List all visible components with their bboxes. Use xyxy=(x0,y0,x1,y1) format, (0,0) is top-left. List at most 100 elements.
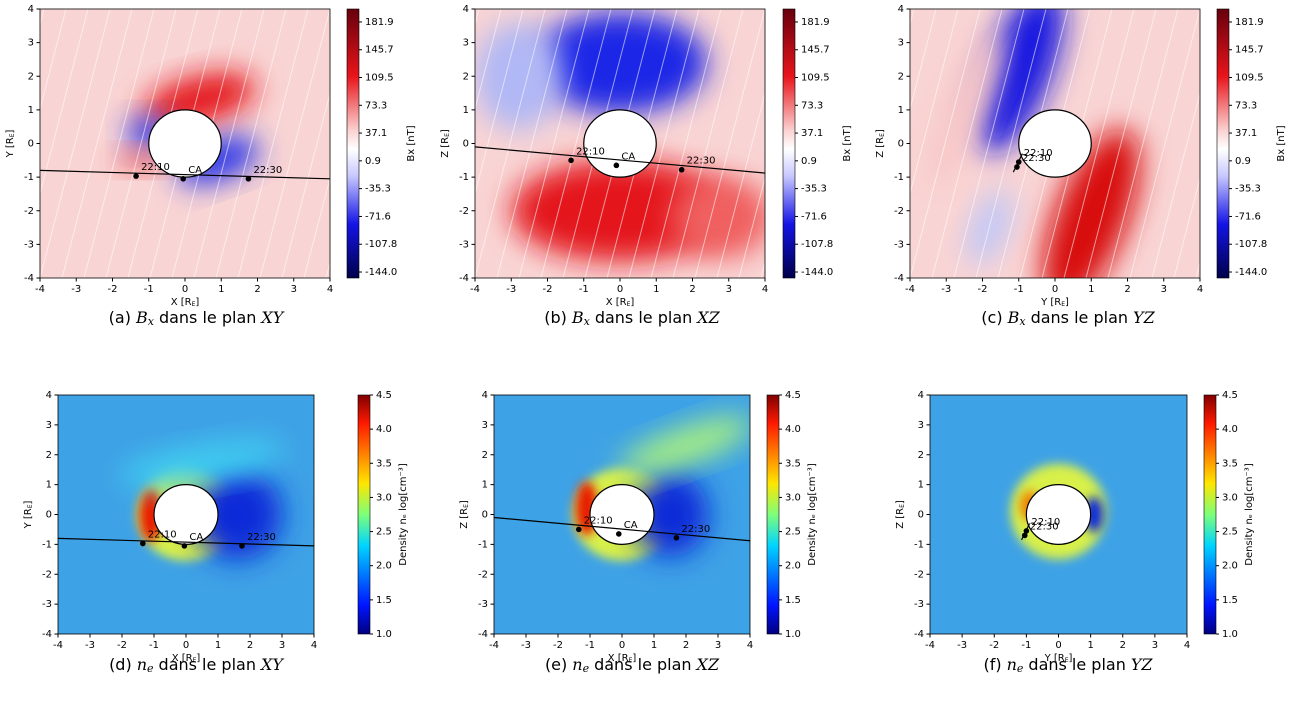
y-tick-label: 1 xyxy=(482,480,488,491)
colorbar-tick-label: 1.5 xyxy=(785,595,801,606)
x-tick-label: -3 xyxy=(521,640,531,651)
colorbar-tick-label: -107.8 xyxy=(365,239,397,250)
caption-text: dans le plan xyxy=(159,655,256,674)
trajectory-line xyxy=(475,146,765,174)
axis-label-sub: E xyxy=(27,504,34,508)
trajectory-label: CA xyxy=(188,165,202,176)
colorbar-tick-label: 109.5 xyxy=(1235,73,1264,84)
colorbar-tick-label: 109.5 xyxy=(801,73,830,84)
trajectory-label: 22:30 xyxy=(681,524,710,535)
y-tick-label: -4 xyxy=(24,273,34,284)
field-line xyxy=(1107,9,1179,278)
x-tick-label: 2 xyxy=(683,640,689,651)
field-line xyxy=(215,9,287,278)
y-axis-label: Z [RE] xyxy=(875,129,886,158)
x-tick-label: 0 xyxy=(617,284,623,295)
caption-text: dans le plan xyxy=(595,308,692,327)
y-tick-label: 4 xyxy=(46,390,52,401)
field-blob xyxy=(139,487,162,542)
trajectory-point xyxy=(576,526,582,533)
caption: (f) ne dans le plan YZ xyxy=(983,655,1153,676)
y-tick-label: 3 xyxy=(898,38,904,49)
trajectory-label: 22:30 xyxy=(247,532,276,543)
caption-plane: YZ xyxy=(1131,655,1154,674)
trajectory-point xyxy=(1023,528,1030,534)
caption-tag: (d) xyxy=(109,655,132,674)
trajectory-point xyxy=(568,157,574,164)
colorbar-tick-label: -71.6 xyxy=(801,211,827,222)
x-tick-label: 2 xyxy=(689,284,695,295)
field-blob xyxy=(926,31,1002,189)
y-tick-label: -1 xyxy=(914,539,924,550)
y-tick-label: 1 xyxy=(918,480,924,491)
field-blob xyxy=(475,22,562,131)
caption-symbol: n xyxy=(137,655,147,674)
x-tick-label: 4 xyxy=(327,284,333,295)
x-tick-label: 4 xyxy=(311,640,317,651)
caption-plane: YZ xyxy=(1133,308,1156,327)
colorbar-tick-label: 181.9 xyxy=(801,17,830,28)
x-tick-label: 0 xyxy=(1052,284,1058,295)
axis-label-end: ] xyxy=(195,297,199,308)
trajectory-line xyxy=(40,169,330,180)
colorbar-tick-label: 109.5 xyxy=(365,73,394,84)
x-tick-label: -4 xyxy=(905,284,915,295)
colorbar-tick-label: 3.0 xyxy=(376,492,392,503)
trajectory-point xyxy=(140,540,146,547)
colorbar xyxy=(357,394,371,635)
x-tick-label: -3 xyxy=(71,284,81,295)
x-tick-label: -1 xyxy=(149,640,159,651)
field-line xyxy=(975,9,1047,278)
x-tick-label: 2 xyxy=(254,284,260,295)
field-line xyxy=(496,9,568,278)
field-blob xyxy=(967,189,1013,266)
y-tick-label: 0 xyxy=(28,139,34,150)
axis-label-end: ] xyxy=(23,500,34,504)
y-tick-label: -3 xyxy=(459,239,469,250)
colorbar-tick-label: -35.3 xyxy=(1235,184,1261,195)
x-tick-label: 0 xyxy=(619,640,625,651)
caption-tag: (e) xyxy=(545,655,567,674)
y-tick-label: 3 xyxy=(463,38,469,49)
field-blob xyxy=(533,12,707,114)
y-tick-label: 4 xyxy=(28,4,34,15)
trajectory-point xyxy=(239,543,245,549)
colorbar-tick-label: -144.0 xyxy=(1235,267,1267,278)
y-tick-label: 2 xyxy=(463,71,469,82)
caption-subscript: x xyxy=(1019,315,1026,328)
x-tick-label: 1 xyxy=(651,640,657,651)
colorbar-label: Bx [nT] xyxy=(406,125,417,161)
axis-label-sub: E xyxy=(9,133,16,137)
y-tick-label: 0 xyxy=(918,510,924,521)
y-tick-label: -3 xyxy=(24,239,34,250)
x-axis-label: Y [RE] xyxy=(1044,653,1073,664)
colorbar-tick-label: 1.0 xyxy=(785,629,801,640)
field-line xyxy=(193,9,265,278)
x-tick-label: -1 xyxy=(579,284,589,295)
axis-label-text: X [R xyxy=(171,297,192,308)
colorbar-tick-label: 1.0 xyxy=(1222,629,1238,640)
caption: (e) ne dans le plan XZ xyxy=(545,655,720,676)
x-tick-label: -3 xyxy=(506,284,516,295)
field-blob xyxy=(511,160,729,262)
y-tick-label: -1 xyxy=(894,172,904,183)
caption-plane: XY xyxy=(259,655,284,674)
field-line xyxy=(931,9,1003,278)
panel: 22:10 CA 22:30 -4 -3 -2 -1 0 1 2 3 4 -4 -3 -2 -1 0 1 2 3 4 X … xyxy=(440,4,853,328)
x-tick-label: -4 xyxy=(35,284,45,295)
axis-label-text: Y [R xyxy=(1040,297,1061,308)
y-tick-label: -4 xyxy=(894,273,904,284)
x-tick-label: 3 xyxy=(715,640,721,651)
caption-text: dans le plan xyxy=(1028,655,1125,674)
x-tick-label: 4 xyxy=(1184,640,1190,651)
field-line xyxy=(105,9,177,278)
x-tick-label: 2 xyxy=(247,640,253,651)
trajectory-point xyxy=(133,173,139,179)
caption-symbol: n xyxy=(1007,655,1017,674)
axis-label-sub: E xyxy=(444,133,451,137)
x-tick-label: 3 xyxy=(279,640,285,651)
colorbar xyxy=(766,394,780,635)
x-tick-label: 1 xyxy=(215,640,221,651)
x-tick-label: 1 xyxy=(1087,640,1093,651)
colorbar-label: Bx [nT] xyxy=(1276,125,1287,161)
